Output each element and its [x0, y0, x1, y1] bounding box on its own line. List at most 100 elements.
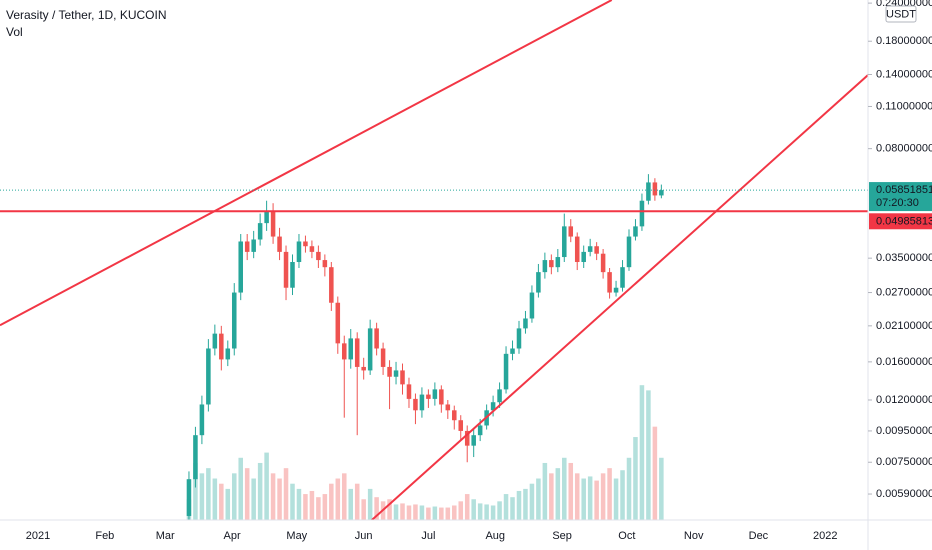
y-tick-label: 0.24000000: [876, 0, 932, 9]
y-tick-label: 0.01200000: [876, 394, 932, 406]
candle-body: [458, 420, 464, 431]
price-axis: 0.24000000 0.18000000 0.14000000 0.11000000…: [868, 0, 932, 500]
candle-body: [568, 226, 574, 237]
candle-body: [626, 236, 632, 268]
volume-bar: [290, 483, 295, 520]
volume-bar: [374, 497, 379, 520]
x-tick-label: 2022: [813, 530, 837, 542]
candle-body: [613, 287, 619, 293]
x-tick-label: Jun: [355, 530, 373, 542]
candle-body: [406, 384, 412, 399]
last-price-label: 0.05851851: [876, 184, 932, 196]
candle-body: [283, 251, 289, 288]
candle-body: [354, 338, 360, 367]
trend-line: [371, 74, 868, 520]
candle-body: [270, 210, 276, 237]
volume-bar: [452, 505, 457, 520]
volume-bar: [264, 452, 269, 520]
volume-bar: [393, 504, 399, 520]
candle-body: [536, 272, 541, 293]
x-tick-label: Feb: [95, 530, 114, 542]
volume-bar: [510, 497, 515, 520]
volume-bar: [219, 483, 224, 520]
volume-bar: [484, 504, 489, 520]
candle-body: [374, 328, 379, 349]
candle-body: [238, 241, 243, 293]
candle-body: [277, 236, 282, 252]
candle-body: [529, 292, 535, 319]
candle-body: [387, 366, 392, 377]
volume-bar: [277, 478, 282, 520]
volume-bar: [212, 478, 218, 520]
plot-area: [0, 0, 868, 520]
y-tick-label: 0.00590000: [876, 488, 932, 500]
candle-body: [335, 302, 341, 344]
candle-body: [549, 260, 554, 268]
volume-bar: [471, 499, 476, 520]
y-tick-label: 0.01600000: [876, 356, 932, 368]
volume-bar: [426, 507, 431, 520]
volume-bar: [562, 457, 567, 520]
volume-bar: [633, 437, 638, 520]
candle-body: [503, 353, 509, 390]
candle-body: [471, 435, 476, 446]
volume-bar: [646, 390, 651, 520]
candle-body: [419, 394, 425, 411]
last-price-badge: [869, 182, 932, 212]
volume-bar: [620, 470, 625, 520]
candle-body: [659, 190, 664, 196]
y-tick-label: 0.03500000: [876, 252, 932, 264]
volume-bar: [587, 476, 593, 520]
candle-body: [510, 348, 515, 354]
volume-bar: [225, 488, 231, 520]
candle-body: [497, 389, 502, 403]
y-tick-label: 0.02700000: [876, 286, 932, 298]
candle-body: [542, 260, 548, 273]
y-tick-label: 0.08000000: [876, 143, 932, 155]
volume-bar: [400, 503, 405, 520]
y-tick-label: 0.00950000: [876, 425, 932, 437]
volume-bar: [639, 385, 645, 520]
volume-bar: [594, 480, 599, 520]
candle-body: [445, 404, 451, 411]
currency-label: USDT: [886, 8, 916, 20]
candle-body: [303, 241, 308, 247]
x-tick-label: Apr: [224, 530, 241, 542]
candle-body: [244, 241, 250, 252]
volume-bar: [238, 457, 243, 520]
candle-body: [329, 267, 334, 303]
volume-bar: [600, 473, 606, 520]
volume-bar: [445, 507, 451, 520]
candle-body: [555, 257, 561, 268]
y-tick-label: 0.02100000: [876, 320, 932, 332]
candle-body: [225, 348, 231, 360]
volume-bar: [419, 505, 425, 520]
candle-body: [361, 366, 366, 371]
candle-body: [348, 338, 354, 360]
candle-body: [219, 333, 224, 360]
candle-body: [400, 370, 405, 385]
x-tick-label: Aug: [485, 530, 505, 542]
volume-bar: [316, 497, 321, 520]
candle-body: [264, 210, 269, 224]
volume-bar: [251, 478, 256, 520]
candle-body: [413, 398, 418, 411]
candle-body: [342, 343, 347, 360]
volume-bar: [309, 490, 315, 520]
candle-body: [464, 430, 470, 446]
candle-body: [296, 241, 302, 263]
candle-body: [257, 223, 263, 240]
candle-body: [439, 389, 444, 405]
volume-bar: [464, 494, 470, 520]
candle-body: [290, 262, 295, 288]
candle-body: [309, 246, 315, 252]
volume-bar: [659, 457, 664, 520]
volume-bar: [607, 468, 612, 520]
volume-bar: [581, 478, 586, 520]
volume-bar: [413, 504, 418, 520]
volume-bar: [555, 468, 561, 520]
volume-bar: [516, 490, 522, 520]
volume-bar: [329, 483, 334, 520]
